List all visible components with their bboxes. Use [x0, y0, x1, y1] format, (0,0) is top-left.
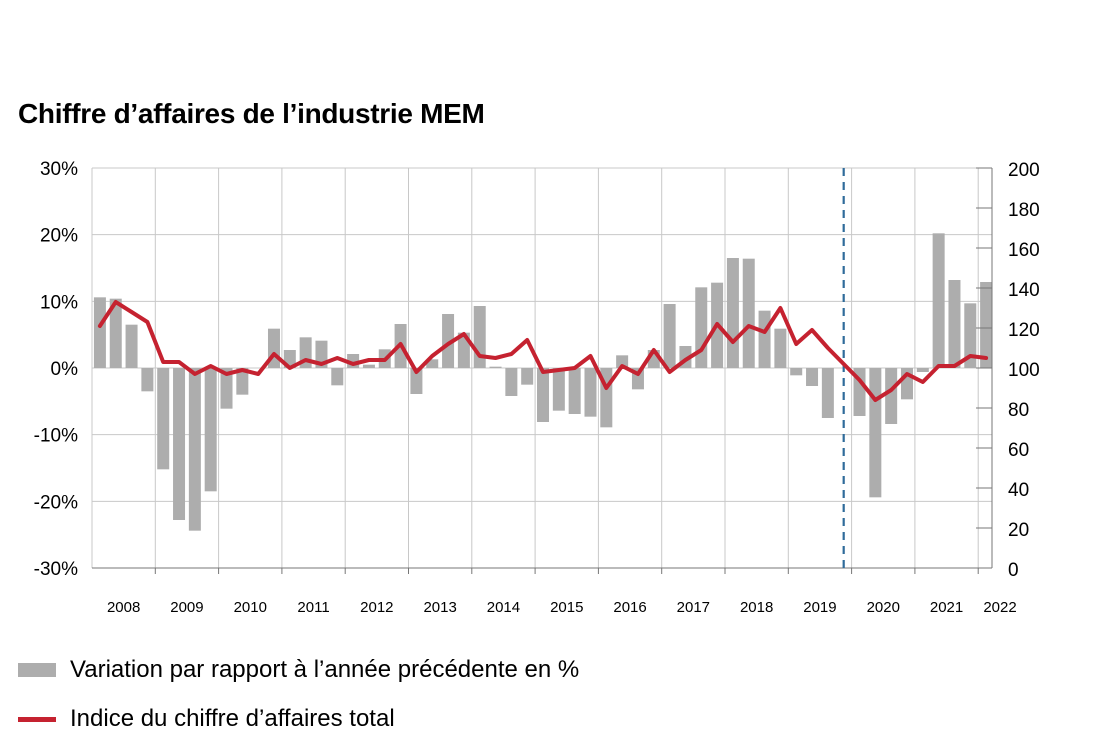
bar	[964, 303, 977, 368]
bar	[362, 364, 375, 368]
y-right-tick-label: 160	[1008, 240, 1040, 261]
x-tick-label: 2008	[107, 599, 140, 616]
bar	[568, 368, 581, 414]
y-left-tick-label: -10%	[34, 426, 78, 447]
x-tick-label: 2017	[677, 599, 710, 616]
bar	[473, 306, 486, 368]
bar	[869, 368, 882, 498]
y-right-tick-label: 20	[1008, 520, 1029, 541]
bar	[885, 368, 898, 424]
axes	[92, 167, 993, 574]
bar	[758, 310, 771, 368]
bar	[537, 368, 550, 422]
x-tick-label: 2010	[234, 599, 267, 616]
legend-item-variation: Variation par rapport à l’année précéden…	[18, 656, 579, 684]
y-right-tick-label: 180	[1008, 200, 1040, 221]
y-right-tick-label: 60	[1008, 440, 1029, 461]
bar	[853, 368, 866, 416]
x-tick-label: 2015	[550, 599, 583, 616]
x-tick-label: 2019	[803, 599, 836, 616]
bar	[489, 366, 502, 368]
bar	[932, 233, 945, 368]
x-tick-label: 2018	[740, 599, 773, 616]
legend-bar-swatch	[18, 663, 56, 677]
x-tick-label: 2021	[930, 599, 963, 616]
bar	[806, 368, 819, 386]
bar-series	[93, 233, 993, 531]
bar	[173, 368, 186, 520]
legend-label-variation: Variation par rapport à l’année précéden…	[70, 656, 580, 683]
bar	[726, 258, 739, 368]
bar	[774, 328, 787, 368]
x-tick-label: 2016	[613, 599, 646, 616]
bar	[616, 355, 629, 368]
x-tick-label: 2013	[423, 599, 456, 616]
y-right-tick-label: 40	[1008, 480, 1029, 501]
y-left-tick-label: 0%	[51, 359, 79, 380]
x-tick-label: 2011	[297, 599, 329, 616]
bar	[790, 368, 803, 376]
y-right-tick-label: 0	[1008, 560, 1019, 581]
bar	[916, 368, 929, 372]
legend-item-index: Indice du chiffre d’affaires total	[18, 705, 395, 733]
chart-title: Chiffre d’affaires de l’industrie MEM	[18, 98, 485, 129]
x-tick-label: 2012	[360, 599, 393, 616]
x-tick-label: 2009	[170, 599, 203, 616]
bar	[220, 368, 233, 409]
bar	[410, 368, 423, 394]
x-tick-label: 2020	[867, 599, 900, 616]
bar	[109, 298, 122, 368]
x-tick-label: 2014	[487, 599, 520, 616]
bar	[141, 368, 154, 392]
index-line	[97, 300, 989, 402]
legend-line-swatch	[18, 716, 56, 722]
y-left-tick-label: 10%	[40, 292, 78, 313]
bar	[695, 287, 708, 368]
tick-labels: 30%20%10%0%-10%-20%-30%20018016014012010…	[34, 159, 1040, 616]
bar	[426, 359, 439, 368]
bar	[505, 368, 518, 396]
y-right-tick-label: 200	[1008, 160, 1040, 181]
y-left-tick-label: 30%	[40, 159, 78, 180]
bar	[521, 368, 534, 385]
bar	[331, 368, 344, 386]
bar	[93, 297, 106, 368]
bar	[584, 368, 597, 417]
bar	[948, 280, 961, 368]
bar	[157, 368, 170, 470]
bar	[442, 314, 455, 368]
bar	[125, 324, 138, 368]
line-series	[97, 300, 989, 402]
y-right-tick-label: 140	[1008, 280, 1040, 301]
y-right-tick-label: 80	[1008, 400, 1029, 421]
bar	[742, 258, 755, 368]
x-tick-label: 2022	[983, 599, 1016, 616]
bar	[552, 368, 565, 411]
y-right-tick-label: 120	[1008, 320, 1040, 341]
bar	[204, 368, 217, 492]
bar	[821, 368, 834, 418]
chart-area: 30%20%10%0%-10%-20%-30%20018016014012010…	[34, 159, 1040, 616]
bar	[188, 368, 201, 531]
y-left-tick-label: 20%	[40, 226, 78, 247]
legend-label-index: Indice du chiffre d’affaires total	[70, 705, 395, 732]
y-right-tick-label: 100	[1008, 360, 1040, 381]
y-left-tick-label: -30%	[34, 559, 78, 580]
y-left-tick-label: -20%	[34, 492, 78, 513]
bar	[980, 282, 993, 368]
bar	[236, 368, 249, 395]
bar	[663, 304, 676, 368]
